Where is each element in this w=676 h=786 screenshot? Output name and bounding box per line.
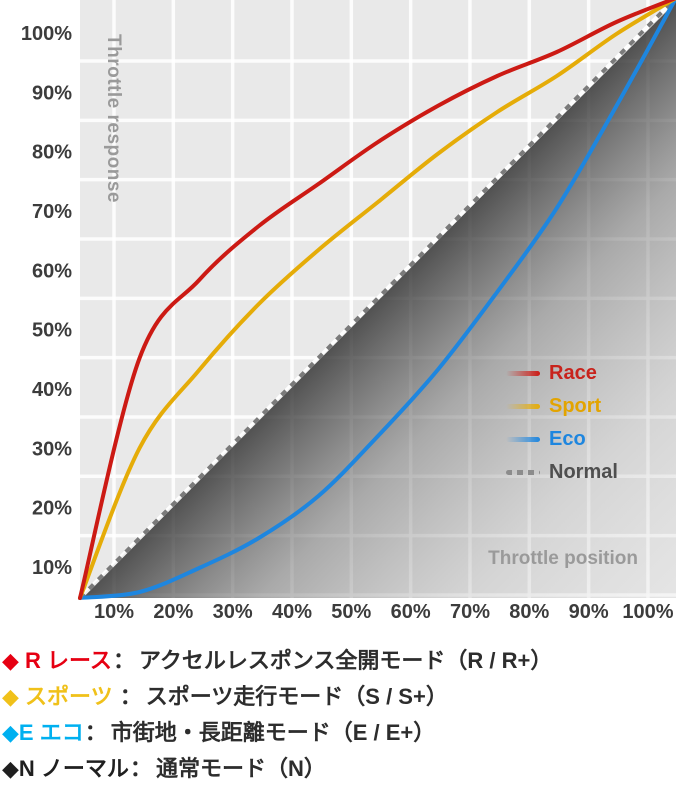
colon-separator: ：	[129, 756, 152, 781]
svg-text:70%: 70%	[450, 601, 490, 623]
mode-desc-race: アクセルレスポンス全開モード（R / R+）	[138, 648, 553, 673]
sport-line-swatch	[506, 403, 540, 409]
svg-text:90%: 90%	[32, 82, 72, 104]
mode-item-eco: ◆E エコ： 市街地・長距離モード（E / E+）	[2, 718, 674, 748]
mode-desc-sport: スポーツ走行モード（S / S+）	[145, 684, 448, 709]
svg-text:40%: 40%	[32, 379, 72, 401]
svg-text:50%: 50%	[331, 601, 371, 623]
mode-label-normal: ◆N ノーマル	[2, 756, 129, 781]
mode-label-eco: ◆E エコ	[2, 720, 84, 745]
svg-text:40%: 40%	[272, 601, 312, 623]
svg-text:60%: 60%	[391, 601, 431, 623]
svg-text:60%: 60%	[32, 260, 72, 282]
svg-text:20%: 20%	[153, 601, 193, 623]
mode-desc-normal: 通常モード（N）	[155, 756, 326, 781]
y-axis-label: Throttle response	[103, 34, 124, 203]
svg-text:20%: 20%	[32, 498, 72, 520]
curve-normal	[78, 0, 676, 600]
legend-label-eco: Eco	[549, 428, 586, 450]
colon-separator: ：	[112, 648, 135, 673]
legend-item-normal: Normal	[506, 461, 618, 483]
eco-line-swatch	[506, 436, 540, 442]
y-tick-labels: 100% 90% 80% 70% 60% 50% 40% 30% 20% 10%	[21, 23, 72, 579]
svg-text:100%: 100%	[622, 601, 673, 623]
chart-legend: Race Sport Eco Normal	[506, 362, 618, 494]
mode-item-race: ◆ R レース： アクセルレスポンス全開モード（R / R+）	[2, 646, 674, 676]
mode-item-normal: ◆N ノーマル： 通常モード（N）	[2, 754, 674, 784]
svg-text:10%: 10%	[32, 557, 72, 579]
mode-desc-eco: 市街地・長距離モード（E / E+）	[110, 720, 436, 745]
legend-item-sport: Sport	[506, 395, 618, 417]
curve-eco	[78, 0, 676, 600]
legend-label-race: Race	[549, 362, 597, 384]
svg-text:100%: 100%	[21, 23, 72, 45]
mode-item-sport: ◆ スポーツ ：スポーツ走行モード（S / S+）	[2, 682, 674, 712]
curve-sport	[78, 0, 676, 600]
legend-item-race: Race	[506, 362, 618, 384]
svg-text:80%: 80%	[32, 142, 72, 164]
mode-label-sport: ◆ スポーツ	[2, 684, 119, 709]
x-axis-label: Throttle position	[488, 548, 638, 569]
normal-dotted-swatch	[506, 469, 540, 475]
svg-text:30%: 30%	[32, 438, 72, 460]
svg-text:90%: 90%	[569, 601, 609, 623]
svg-text:30%: 30%	[213, 601, 253, 623]
legend-label-normal: Normal	[549, 461, 618, 483]
throttle-response-chart: 10% 20% 30% 40% 50% 60% 70% 80% 90% 100% 100% 90% 80…	[21, 0, 676, 623]
mode-description-list: ◆ R レース： アクセルレスポンス全開モード（R / R+） ◆ スポーツ ：ス…	[2, 646, 674, 786]
mode-label-race: ◆ R レース	[2, 648, 112, 673]
legend-label-sport: Sport	[549, 395, 602, 417]
svg-text:80%: 80%	[509, 601, 549, 623]
svg-text:70%: 70%	[32, 201, 72, 223]
x-tick-labels: 10% 20% 30% 40% 50% 60% 70% 80% 90% 100%	[94, 601, 674, 623]
svg-text:10%: 10%	[94, 601, 134, 623]
legend-item-eco: Eco	[506, 428, 618, 450]
colon-separator: ：	[119, 684, 142, 709]
race-line-swatch	[506, 370, 540, 376]
colon-separator: ：	[84, 720, 107, 745]
curve-race	[78, 0, 676, 600]
svg-text:50%: 50%	[32, 320, 72, 342]
